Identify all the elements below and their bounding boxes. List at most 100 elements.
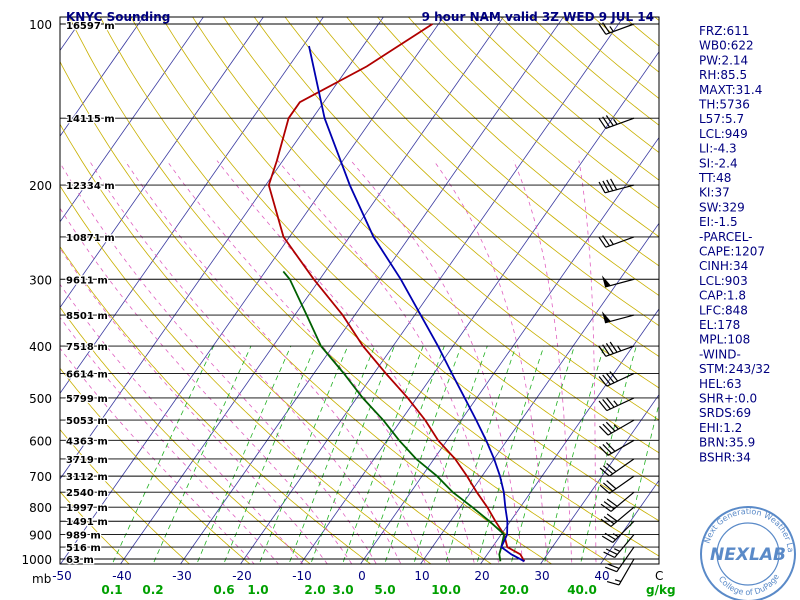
index-readout: BSHR:34 — [699, 450, 751, 464]
height-label: 14115 m — [66, 114, 115, 125]
height-label: 516 m — [66, 543, 101, 554]
sounding-trace — [282, 270, 506, 562]
dry-adiabat-line — [60, 246, 372, 564]
height-label: 8501 m — [66, 311, 108, 322]
index-readout: BRN:35.9 — [699, 436, 755, 450]
index-readout: WB0:622 — [699, 39, 754, 53]
mixing-ratio-line — [445, 345, 517, 564]
pressure-label: 100 — [29, 18, 52, 32]
index-readout: STM:243/32 — [699, 362, 771, 376]
temperature-tick-label: -10 — [292, 569, 312, 583]
isotherm-lines — [60, 17, 659, 564]
mixing-ratio-tick-label: 3.0 — [332, 583, 353, 597]
moist-adiabat-line — [166, 160, 451, 564]
logo-outer-ring — [700, 506, 796, 600]
mixing-ratio-line — [111, 345, 214, 564]
pressure-label: 600 — [29, 434, 52, 448]
height-label: 5799 m — [66, 394, 108, 405]
pressure-label: 1000 — [21, 553, 52, 567]
mixing-ratio-tick-label: 40.0 — [567, 583, 597, 597]
dry-adiabat-line — [60, 491, 130, 564]
pressure-label: 300 — [29, 273, 52, 287]
temperature-tick-label: -40 — [112, 569, 132, 583]
wind-barb — [598, 439, 635, 456]
index-readout: SW:329 — [699, 200, 745, 214]
isotherm-line — [240, 17, 624, 564]
mixing-ratio-line — [196, 345, 292, 564]
height-label: 2540 m — [66, 488, 108, 499]
index-readout: CAP:1.8 — [699, 289, 746, 303]
temperature-tick-label: -30 — [172, 569, 192, 583]
wind-barb — [598, 397, 635, 412]
wind-barb — [598, 115, 635, 130]
temperature-tick-label: 0 — [358, 569, 366, 583]
moist-adiabat-line — [578, 160, 597, 564]
temperature-tick-label: -50 — [52, 569, 72, 583]
wind-barb — [601, 520, 635, 543]
pressure-label: 700 — [29, 470, 52, 484]
mixing-ratio-line — [543, 345, 605, 564]
sounding-trace — [267, 23, 526, 562]
logo-brand: NEXLAB — [710, 545, 786, 565]
isotherm-line — [60, 17, 204, 223]
moist-adiabat-line — [60, 207, 353, 564]
moist-adiabat-line — [277, 160, 500, 564]
moist-adiabat-line — [88, 160, 402, 564]
mixing-ratio-line — [580, 345, 637, 564]
height-label: 3112 m — [66, 472, 108, 483]
temperature-tick-label: 10 — [414, 569, 429, 583]
height-label: 63 m — [66, 555, 94, 566]
isotherm-line — [480, 308, 659, 564]
wind-barb — [600, 506, 635, 527]
mixing-ratio-line — [288, 345, 376, 564]
isotherm-line — [60, 17, 384, 480]
mixing-ratio-tick-label: 1.0 — [247, 583, 268, 597]
moist-adiabat-line — [60, 162, 377, 564]
index-readout: PW:2.14 — [699, 53, 748, 67]
index-readout: MPL:108 — [699, 333, 750, 347]
index-readout: TT:48 — [698, 171, 731, 185]
sounding-traces — [267, 23, 526, 563]
height-label: 5053 m — [66, 416, 108, 427]
isotherm-line — [420, 222, 659, 564]
index-readout: FRZ:611 — [699, 24, 749, 38]
moist-adiabat-line — [60, 347, 255, 564]
isobar-lines — [60, 23, 659, 560]
pressure-label: 200 — [29, 179, 52, 193]
mixing-ratio-line — [152, 345, 252, 564]
index-readout: LCL:903 — [699, 274, 748, 288]
isotherm-line — [180, 17, 564, 564]
height-label: 1997 m — [66, 503, 108, 514]
temperature-unit: C — [655, 569, 663, 583]
moist-adiabat-line — [124, 160, 426, 564]
isotherm-line — [120, 17, 504, 564]
wind-barb — [599, 475, 635, 494]
mixing-ratio-tick-label: 5.0 — [374, 583, 395, 597]
mixing-ratio-labels: 0.1 0.2 0.6 1.0 2.0 3.0 5.0 10.0 20.0 40.0 — [101, 583, 596, 597]
mixing-ratio-line — [223, 345, 316, 564]
mixing-ratio-tick-label: 0.6 — [213, 583, 234, 597]
pressure-unit: mb — [32, 572, 51, 586]
mixing-ratio-line — [510, 345, 575, 564]
wind-barb — [598, 235, 635, 248]
mixing-ratio-tick-label: 0.1 — [101, 583, 122, 597]
height-label: 7518 m — [66, 342, 108, 353]
mixing-ratio-unit: g/kg — [646, 583, 676, 597]
moist-adiabat-line — [513, 160, 573, 564]
index-readout: L57:5.7 — [699, 112, 744, 126]
temperature-tick-label: 20 — [474, 569, 489, 583]
mixing-ratio-tick-label: 20.0 — [499, 583, 529, 597]
index-readout: LCL:949 — [699, 127, 748, 141]
height-label: 4363 m — [66, 436, 108, 447]
dry-adiabat-line — [60, 367, 251, 564]
pressure-label: 900 — [29, 529, 52, 543]
mixing-ratio-line — [384, 345, 462, 564]
wind-barb — [598, 341, 635, 357]
height-label: 6614 m — [66, 369, 108, 380]
isotherm-line — [60, 17, 444, 564]
index-readout: SHR+:0.0 — [699, 392, 757, 406]
index-readout: -PARCEL- — [699, 230, 753, 244]
index-readout: RH:85.5 — [699, 68, 747, 82]
wind-barb — [601, 311, 635, 324]
